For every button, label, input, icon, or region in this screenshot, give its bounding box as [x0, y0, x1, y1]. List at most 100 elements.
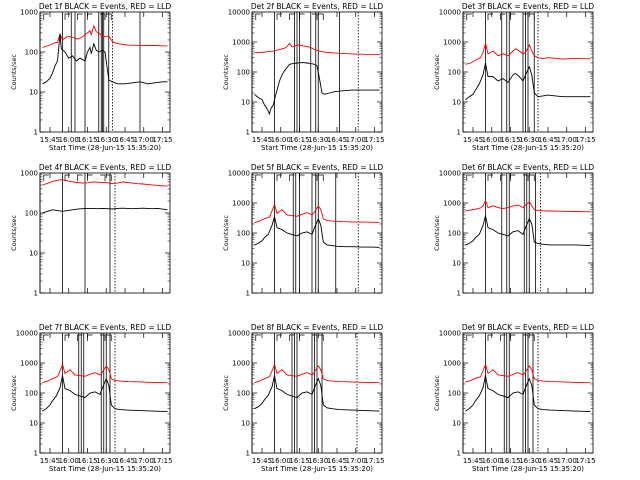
y-tick-label: 1	[246, 129, 250, 137]
x-tick-label: 16:15	[77, 136, 97, 144]
panel-title: Det 1f BLACK = Events, RED = LLD	[39, 2, 172, 11]
interval-marker	[318, 334, 324, 341]
interval-marker	[510, 334, 516, 341]
interval-marker	[318, 13, 324, 20]
interval-marker	[64, 13, 70, 20]
interval-marker	[43, 334, 49, 341]
plot-frame	[462, 172, 594, 294]
y-tick-label: 10000	[228, 330, 250, 338]
x-tick-label: 16:45	[327, 457, 347, 465]
x-tick-label: 16:00	[271, 136, 291, 144]
y-tick-label: 100	[448, 230, 461, 238]
series-line-events	[42, 207, 168, 214]
y-tick-label: 1	[34, 129, 38, 137]
x-tick-label: 16:00	[482, 457, 502, 465]
x-tick-label: 15:45	[463, 457, 483, 465]
x-tick-label: 16:30	[519, 457, 539, 465]
interval-marker	[523, 334, 529, 341]
panel-title: Det 2f BLACK = Events, RED = LLD	[251, 2, 384, 11]
plot-frame	[39, 332, 171, 454]
y-axis-label: Counts/sec	[433, 215, 441, 251]
y-tick-label: 10	[29, 250, 38, 258]
interval-marker	[276, 174, 282, 181]
series-line-lld	[42, 362, 168, 384]
x-tick-label: 16:15	[500, 457, 520, 465]
panel-9: Det 9f BLACK = Events, RED = LLD 1 10 100 10…	[433, 323, 596, 473]
interval-marker	[77, 174, 83, 181]
y-tick-label: 1000	[232, 360, 250, 368]
plot-frame	[39, 11, 171, 133]
interval-marker	[64, 174, 70, 181]
panel-6: Det 6f BLACK = Events, RED = LLD 1 10 100 10…	[433, 163, 594, 298]
x-tick-label: 16:00	[482, 136, 502, 144]
x-tick-label: 17:00	[557, 136, 577, 144]
interval-marker	[255, 334, 261, 341]
series-line-events	[465, 215, 591, 247]
y-tick-label: 10	[452, 420, 461, 428]
interval-marker	[312, 13, 318, 20]
y-tick-label: 10000	[16, 330, 38, 338]
x-tick-label: 17:00	[557, 457, 577, 465]
y-tick-label: 100	[25, 49, 38, 57]
x-axis-label: Start Time (28-Jun-15 15:35:20)	[49, 465, 161, 473]
interval-marker	[276, 334, 282, 341]
interval-marker	[43, 174, 49, 181]
panel-5: Det 5f BLACK = Events, RED = LLD 1 10 100 10…	[222, 163, 383, 298]
x-tick-label: 16:00	[59, 136, 79, 144]
interval-marker	[318, 174, 324, 181]
interval-marker	[255, 13, 261, 20]
x-tick-label: 15:45	[252, 136, 272, 144]
plot-frame	[251, 11, 383, 133]
x-tick-label: 17:15	[575, 136, 595, 144]
interval-marker	[487, 13, 493, 20]
plot-frame	[251, 172, 383, 294]
panel-title: Det 7f BLACK = Events, RED = LLD	[39, 323, 172, 332]
interval-marker	[299, 334, 305, 341]
panel-title: Det 8f BLACK = Events, RED = LLD	[251, 323, 384, 332]
interval-marker	[529, 13, 535, 20]
x-tick-label: 17:15	[364, 136, 384, 144]
x-tick-label: 17:00	[346, 136, 366, 144]
panel-3: Det 3f BLACK = Events, RED = LLD 1 10 100 10…	[433, 2, 596, 152]
interval-marker	[312, 174, 318, 181]
y-tick-label: 10	[241, 99, 250, 107]
y-tick-label: 10000	[439, 330, 461, 338]
x-tick-label: 16:30	[96, 457, 116, 465]
y-tick-label: 1	[457, 290, 461, 298]
y-tick-label: 1	[246, 290, 250, 298]
series-line-lld	[42, 24, 168, 48]
interval-marker	[500, 174, 506, 181]
y-tick-label: 100	[237, 230, 250, 238]
y-axis-label: Counts/sec	[433, 54, 441, 90]
x-tick-label: 15:45	[252, 457, 272, 465]
interval-marker	[466, 174, 472, 181]
panel-1: Det 1f BLACK = Events, RED = LLD 1 10 100 10…	[10, 2, 173, 152]
y-tick-label: 1000	[443, 39, 461, 47]
interval-marker	[500, 13, 506, 20]
y-axis-label: Counts/sec	[222, 215, 230, 251]
x-tick-label: 16:45	[115, 136, 135, 144]
y-tick-label: 1000	[443, 360, 461, 368]
panel-7: Det 7f BLACK = Events, RED = LLD 1 10 100 10…	[10, 323, 173, 473]
x-tick-label: 17:00	[134, 136, 154, 144]
series-line-events	[465, 375, 591, 413]
x-tick-label: 16:15	[289, 136, 309, 144]
series-line-lld	[465, 199, 591, 213]
interval-marker	[510, 174, 516, 181]
series-line-events	[254, 62, 380, 116]
plot-frame	[39, 172, 171, 294]
interval-marker	[523, 13, 529, 20]
x-tick-label: 17:00	[346, 457, 366, 465]
y-tick-label: 100	[25, 390, 38, 398]
panel-8: Det 8f BLACK = Events, RED = LLD 1 10 100 10…	[222, 323, 385, 473]
x-axis-label: Start Time (28-Jun-15 15:35:20)	[49, 144, 161, 152]
y-tick-label: 10	[241, 420, 250, 428]
interval-marker	[255, 174, 261, 181]
y-tick-label: 1	[34, 290, 38, 298]
x-tick-label: 15:45	[40, 457, 60, 465]
interval-marker	[529, 334, 535, 341]
x-tick-label: 16:15	[77, 457, 97, 465]
panel-title: Det 5f BLACK = Events, RED = LLD	[251, 163, 384, 172]
y-tick-label: 1000	[232, 39, 250, 47]
